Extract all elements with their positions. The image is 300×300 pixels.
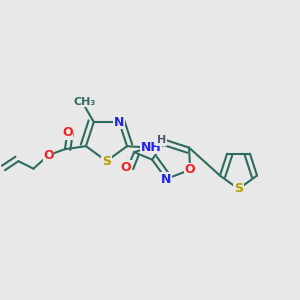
Text: NH: NH <box>141 141 161 154</box>
Text: O: O <box>120 160 131 174</box>
Text: S: S <box>102 154 111 168</box>
Text: O: O <box>43 149 54 162</box>
Text: CH₃: CH₃ <box>73 97 95 107</box>
Text: H: H <box>157 135 166 145</box>
Text: O: O <box>185 163 196 176</box>
Text: N: N <box>114 116 124 128</box>
Text: S: S <box>234 182 243 196</box>
Text: O: O <box>62 126 73 139</box>
Text: N: N <box>161 172 171 185</box>
